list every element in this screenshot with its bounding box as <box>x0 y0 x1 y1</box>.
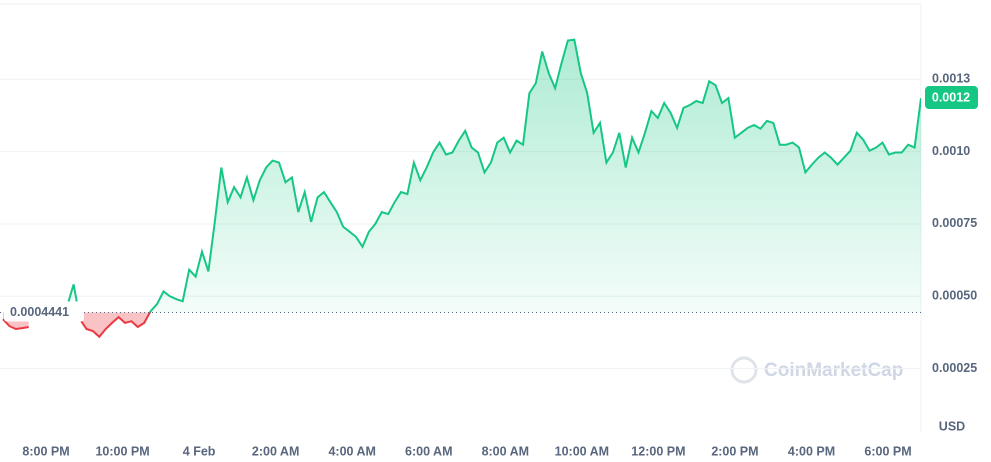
line-down <box>2 312 152 339</box>
x-tick-label: 2:00 AM <box>252 444 299 458</box>
y-tick-label: 0.00050 <box>932 289 977 303</box>
y-tick-label: 0.00025 <box>932 361 977 375</box>
x-tick-label: 8:00 PM <box>22 444 69 458</box>
line-up <box>66 38 921 313</box>
y-axis-label: USD <box>939 419 965 433</box>
baseline-label-bg <box>4 301 84 322</box>
y-tick-label: 0.0013 <box>932 72 970 86</box>
y-tick-label: 0.0010 <box>932 144 970 158</box>
x-tick-label: 10:00 PM <box>95 444 149 458</box>
watermark-logo <box>730 356 758 384</box>
x-tick-label: 6:00 PM <box>864 444 911 458</box>
x-tick-label: 2:00 PM <box>711 444 758 458</box>
watermark: CoinMarketCap <box>764 360 903 381</box>
baseline-label: 0.0004441 <box>10 305 69 319</box>
x-tick-label: 10:00 AM <box>555 444 609 458</box>
price-badge-label: 0.0012 <box>932 90 970 104</box>
x-tick-label: 8:00 AM <box>482 444 529 458</box>
area-down <box>3 312 921 337</box>
x-tick-label: 4:00 PM <box>788 444 835 458</box>
area-up <box>67 39 921 313</box>
x-tick-label: 4:00 AM <box>328 444 375 458</box>
x-tick-label: 4 Feb <box>183 444 216 458</box>
price-badge <box>925 86 978 110</box>
y-tick-label: 0.00075 <box>932 216 977 230</box>
x-tick-label: 12:00 PM <box>631 444 685 458</box>
x-tick-label: 6:00 AM <box>405 444 452 458</box>
